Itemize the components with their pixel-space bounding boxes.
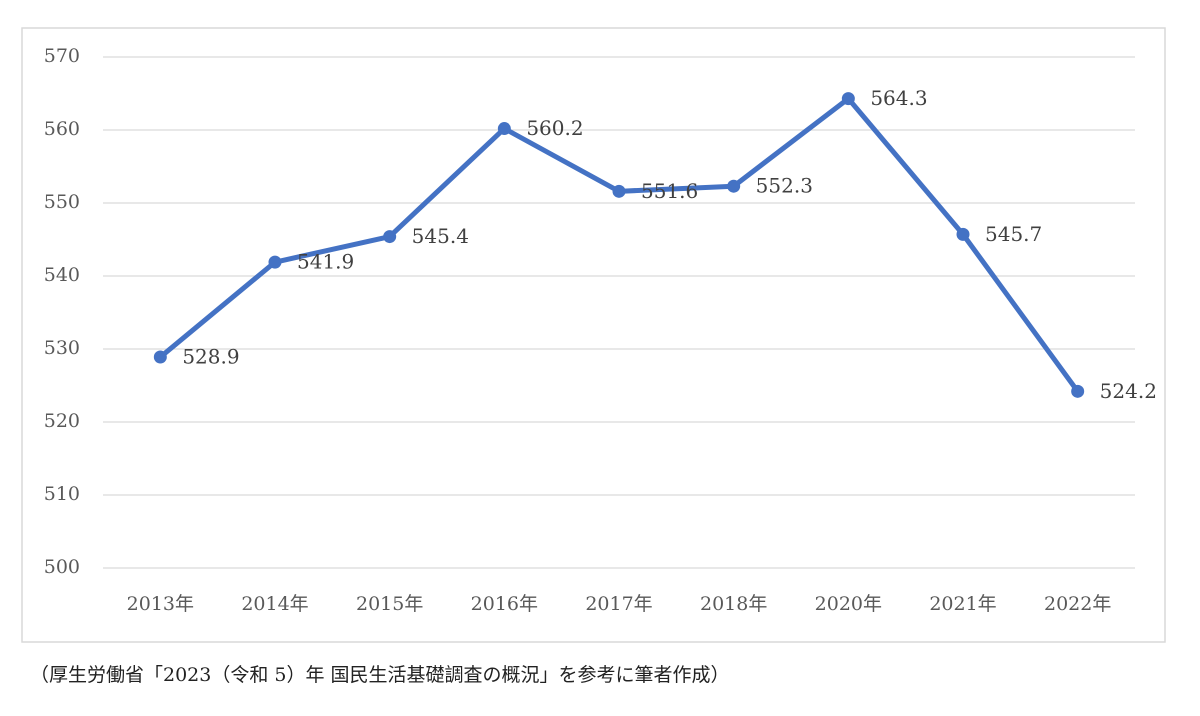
y-tick-label: 530 [44, 337, 80, 359]
y-tick-label: 570 [44, 45, 80, 67]
y-tick-label: 520 [44, 410, 80, 432]
point [1071, 384, 1085, 398]
point [497, 122, 511, 136]
x-tick-label: 2014年 [241, 593, 308, 615]
data-label: 545.4 [412, 224, 469, 248]
data-label: 564.3 [870, 86, 927, 110]
point [956, 227, 970, 241]
x-tick-label: 2013年 [127, 593, 194, 615]
data-label: 552.3 [756, 174, 813, 198]
y-tick-label: 560 [44, 118, 80, 140]
x-tick-label: 2020年 [815, 593, 882, 615]
chart-frame [21, 27, 1166, 643]
point [727, 179, 741, 193]
x-tick-label: 2018年 [700, 593, 767, 615]
x-tick-label: 2016年 [471, 593, 538, 615]
x-tick-label: 2021年 [929, 593, 996, 615]
x-tick-label: 2022年 [1044, 593, 1111, 615]
point [612, 184, 626, 198]
y-tick-label: 550 [44, 191, 80, 213]
data-label: 541.9 [297, 250, 354, 274]
x-tick-label: 2015年 [356, 593, 423, 615]
data-label: 528.9 [182, 345, 239, 369]
data-label: 551.6 [641, 179, 698, 203]
data-label: 560.2 [526, 116, 583, 140]
point [383, 230, 397, 244]
caption: （厚生労働省「2023（令和 5）年 国民生活基礎調査の概況」を参考に筆者作成） [30, 664, 730, 686]
y-tick-label: 510 [44, 483, 80, 505]
point [153, 350, 167, 364]
y-tick-label: 500 [44, 556, 80, 578]
point [268, 255, 282, 269]
x-tick-label: 2017年 [585, 593, 652, 615]
y-tick-label: 540 [44, 264, 80, 286]
point [841, 92, 855, 106]
data-label: 524.2 [1100, 379, 1157, 403]
data-label: 545.7 [985, 222, 1042, 246]
